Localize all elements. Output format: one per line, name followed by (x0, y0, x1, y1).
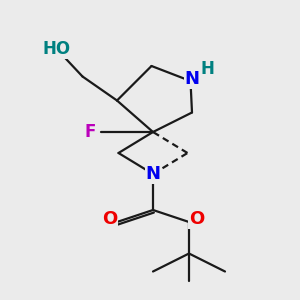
Text: F: F (84, 123, 96, 141)
Text: O: O (102, 210, 117, 228)
Text: HO: HO (43, 40, 71, 58)
Text: H: H (200, 60, 214, 78)
Text: N: N (146, 165, 160, 183)
Text: N: N (184, 70, 200, 88)
Text: O: O (189, 210, 204, 228)
